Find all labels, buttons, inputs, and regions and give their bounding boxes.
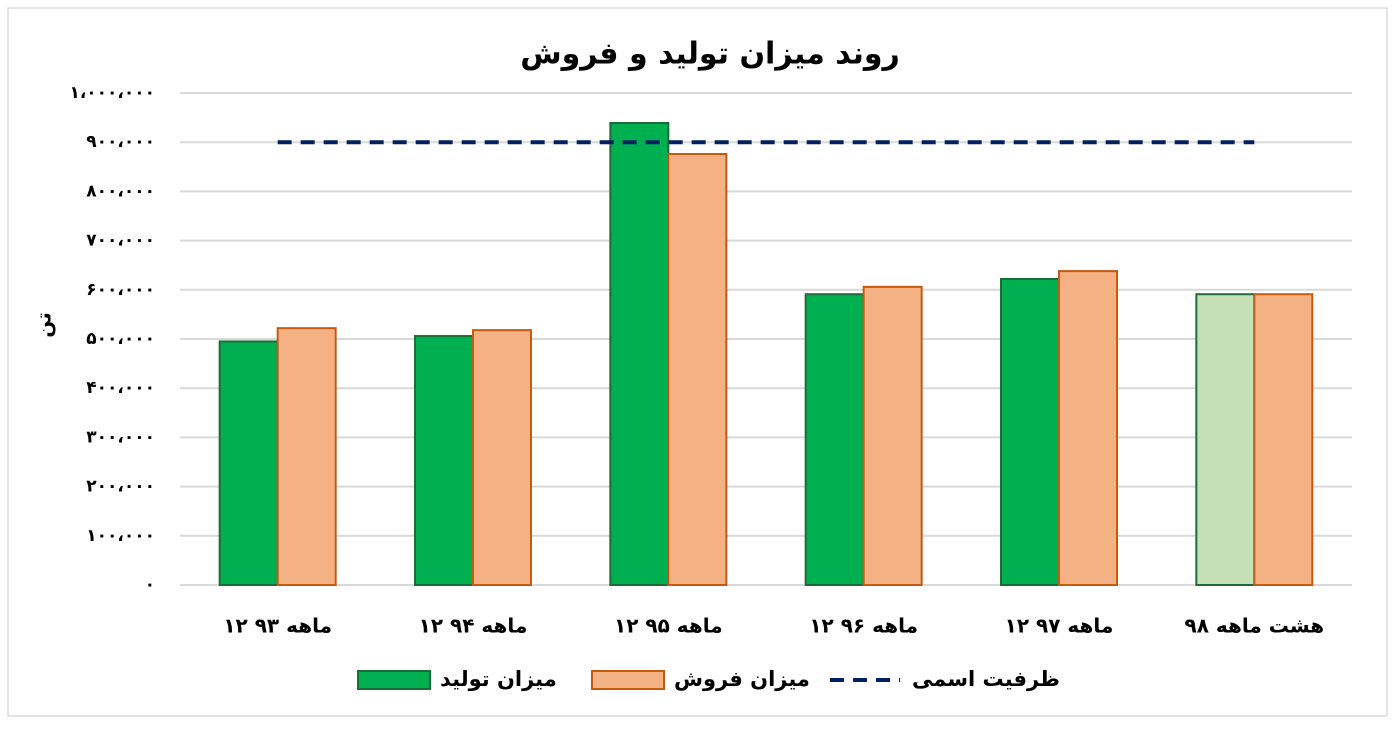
y-axis-label: تن	[32, 312, 56, 338]
bar	[804, 293, 865, 586]
bar	[609, 122, 670, 587]
bar	[276, 327, 337, 586]
y-tick-label: ۴۰۰،۰۰۰	[86, 378, 155, 398]
x-tick-label: ۱۲ ماهه ۹۵	[614, 614, 723, 638]
y-tick-label: ۷۰۰،۰۰۰	[86, 231, 155, 251]
x-tick-label: ۱۲ ماهه ۹۴	[419, 614, 528, 638]
bar	[1000, 277, 1060, 586]
bar	[1058, 270, 1118, 586]
legend-swatch	[357, 670, 431, 690]
chart-title: روند میزان تولید و فروش	[520, 37, 900, 72]
legend-label: میزان فروش	[674, 667, 810, 691]
y-tick-label: ۲۰۰،۰۰۰	[86, 477, 155, 497]
y-tick-label: ۱،۰۰۰،۰۰۰	[69, 83, 155, 103]
bar	[667, 153, 728, 586]
legend-swatch	[591, 670, 665, 690]
x-tick-label: ۱۲ ماهه ۹۶	[809, 614, 918, 638]
x-tick-label: ۱۲ ماهه ۹۳	[223, 614, 332, 638]
x-tick-label: هشت ماهه ۹۸	[1185, 614, 1325, 638]
y-tick-label: ۶۰۰،۰۰۰	[86, 280, 155, 300]
bar	[414, 335, 474, 586]
bar	[1253, 293, 1314, 586]
legend-label: ظرفیت اسمی	[912, 667, 1060, 691]
bar	[218, 340, 279, 586]
y-tick-label: ۱۰۰،۰۰۰	[86, 526, 155, 546]
x-tick-label: ۱۲ ماهه ۹۷	[1005, 614, 1114, 638]
bar	[1195, 293, 1256, 586]
legend-label: میزان تولید	[440, 667, 557, 691]
y-tick-label: ۰	[145, 575, 155, 595]
y-tick-label: ۹۰۰،۰۰۰	[86, 132, 155, 152]
bar	[472, 329, 532, 587]
y-tick-label: ۵۰۰،۰۰۰	[86, 329, 155, 349]
y-tick-label: ۳۰۰،۰۰۰	[86, 427, 155, 447]
y-tick-label: ۸۰۰،۰۰۰	[86, 181, 155, 201]
bar	[862, 285, 923, 586]
